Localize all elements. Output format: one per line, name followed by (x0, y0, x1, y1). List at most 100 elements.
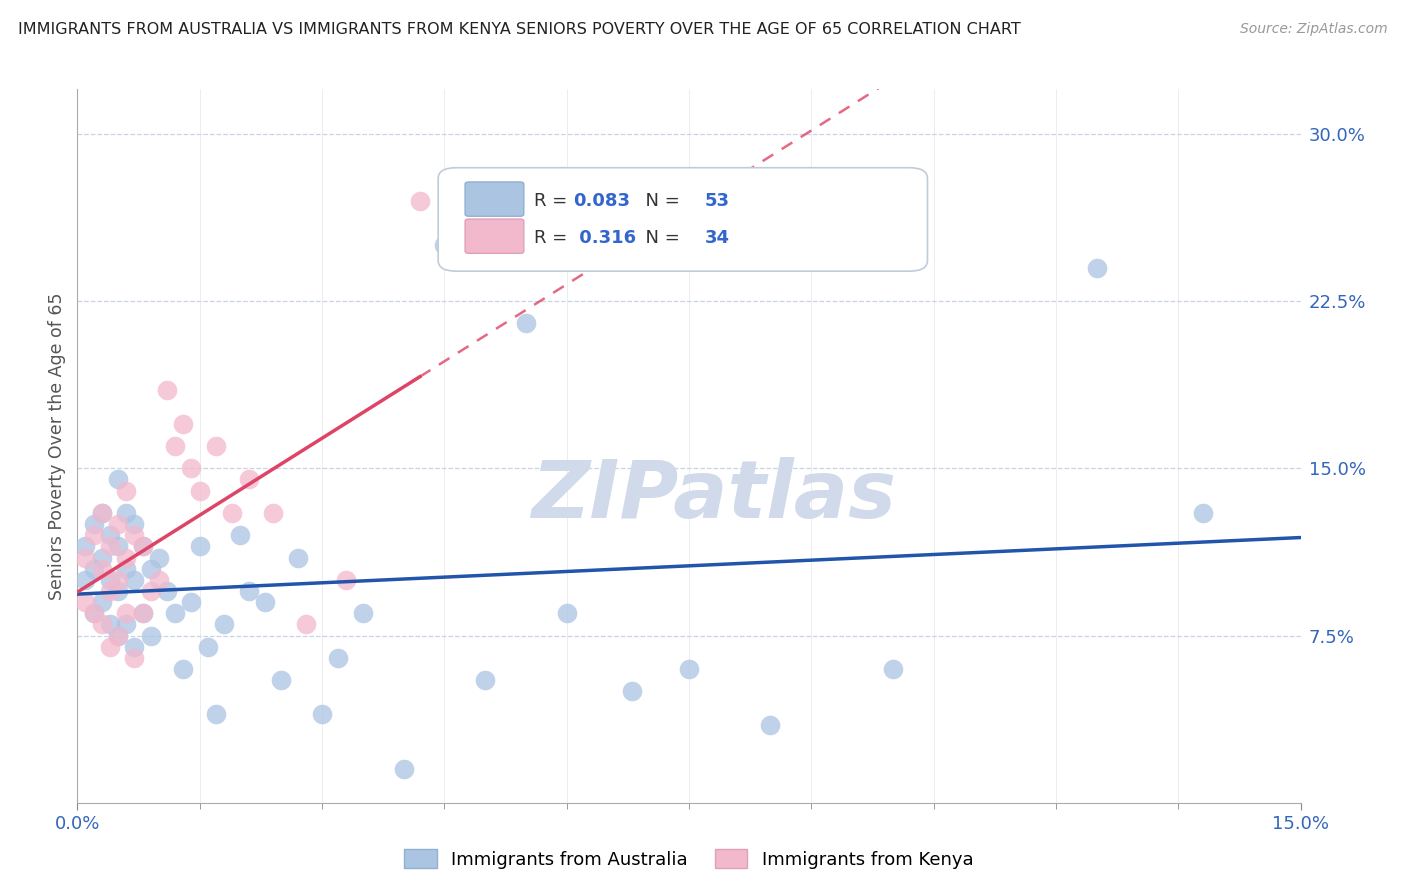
Point (270, 673, 292, 687)
Point (75, 539, 97, 553)
Point (148, 573, 170, 587)
Point (115, 506, 138, 520)
Point (75, 550, 97, 565)
Text: 0.083: 0.083 (572, 192, 630, 210)
Point (98, 583, 121, 598)
Point (1085, 260, 1108, 275)
Point (83, 562, 105, 576)
Point (148, 550, 170, 565)
Text: Source: ZipAtlas.com: Source: ZipAtlas.com (1240, 22, 1388, 37)
Text: 53: 53 (704, 192, 730, 210)
Point (90, 595, 112, 609)
Point (156, 384, 179, 398)
Point (165, 607, 187, 621)
Point (139, 562, 162, 576)
Point (107, 573, 129, 587)
Point (311, 706, 333, 721)
Point (98, 528, 121, 542)
Point (107, 628, 129, 642)
Point (759, 717, 782, 731)
Point (221, 506, 243, 520)
Point (205, 706, 228, 721)
FancyBboxPatch shape (465, 219, 524, 253)
Point (131, 607, 153, 621)
Point (90, 506, 112, 520)
Point (98, 573, 121, 587)
Point (433, 238, 456, 252)
Point (882, 662, 904, 676)
Point (262, 506, 284, 520)
Point (98, 640, 121, 654)
Point (124, 640, 146, 654)
Point (409, 194, 432, 208)
Point (165, 439, 187, 453)
Text: N =: N = (634, 228, 685, 246)
Point (115, 562, 138, 576)
Point (287, 550, 309, 565)
Point (238, 473, 260, 487)
Point (83, 607, 105, 621)
FancyBboxPatch shape (439, 168, 928, 271)
Legend: Immigrants from Australia, Immigrants from Kenya: Immigrants from Australia, Immigrants fr… (396, 842, 981, 876)
Point (678, 662, 700, 676)
Point (555, 607, 578, 621)
Text: ZIPatlas: ZIPatlas (531, 457, 896, 535)
Point (172, 417, 194, 431)
Point (124, 528, 146, 542)
Point (83, 607, 105, 621)
Point (107, 517, 129, 532)
Point (124, 573, 146, 587)
Point (107, 628, 129, 642)
Point (172, 662, 194, 676)
Point (98, 539, 121, 553)
Text: IMMIGRANTS FROM AUSTRALIA VS IMMIGRANTS FROM KENYA SENIORS POVERTY OVER THE AGE : IMMIGRANTS FROM AUSTRALIA VS IMMIGRANTS … (18, 22, 1021, 37)
Point (107, 539, 129, 553)
Point (229, 528, 252, 542)
Point (115, 607, 138, 621)
Point (212, 617, 235, 632)
Point (180, 461, 202, 475)
Point (180, 595, 202, 609)
Point (474, 673, 496, 687)
Point (188, 483, 211, 498)
Point (253, 595, 276, 609)
Point (131, 539, 153, 553)
Point (83, 528, 105, 542)
FancyBboxPatch shape (465, 182, 524, 216)
Text: R =: R = (534, 192, 572, 210)
Point (1191, 506, 1213, 520)
Point (90, 562, 112, 576)
Point (83, 517, 105, 532)
Point (98, 617, 121, 632)
Point (115, 483, 138, 498)
Point (392, 762, 415, 776)
Point (139, 628, 162, 642)
Point (107, 473, 129, 487)
Point (115, 550, 138, 565)
Point (124, 651, 146, 665)
Y-axis label: Seniors Poverty Over the Age of 65: Seniors Poverty Over the Age of 65 (48, 293, 66, 599)
Point (515, 317, 537, 331)
Text: 0.316: 0.316 (572, 228, 636, 246)
Point (197, 640, 219, 654)
Point (90, 617, 112, 632)
Point (156, 583, 179, 598)
Point (294, 617, 316, 632)
Point (90, 506, 112, 520)
Point (75, 573, 97, 587)
Point (107, 583, 129, 598)
Text: 34: 34 (704, 228, 730, 246)
Point (205, 439, 228, 453)
Point (115, 617, 138, 632)
Point (335, 573, 357, 587)
Point (90, 550, 112, 565)
Text: N =: N = (634, 192, 685, 210)
Point (328, 651, 350, 665)
Point (352, 607, 374, 621)
Point (238, 583, 260, 598)
Point (131, 539, 153, 553)
Point (620, 684, 643, 698)
Point (139, 583, 162, 598)
Point (124, 517, 146, 532)
Point (75, 595, 97, 609)
